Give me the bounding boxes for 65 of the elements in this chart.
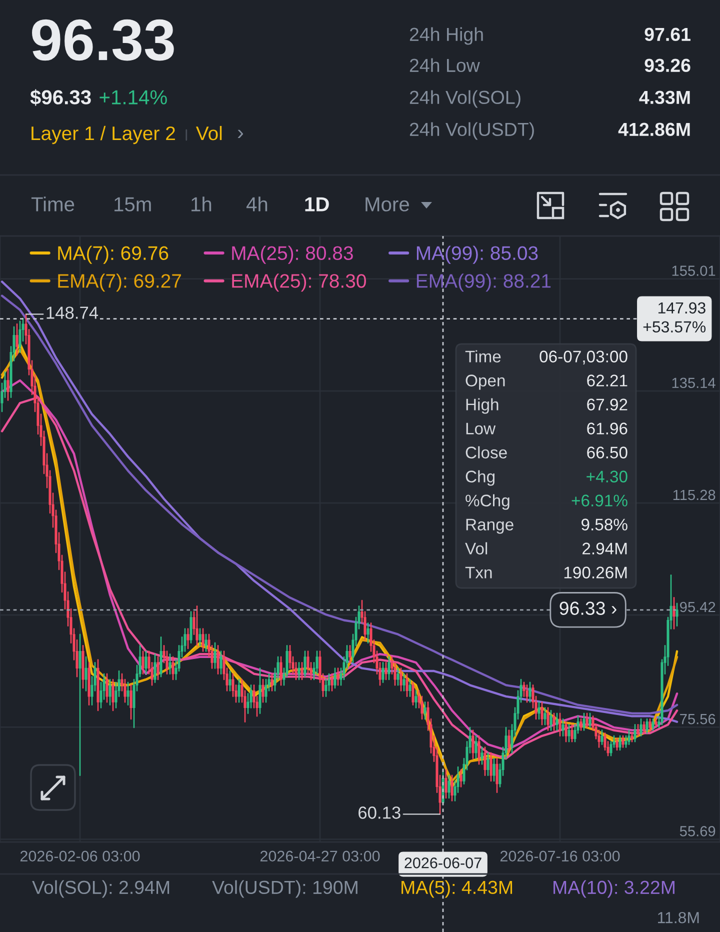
ref-line-label: 2026-06-07: [404, 858, 482, 868]
text: 97.61: [644, 28, 690, 42]
text: MA(5): 4.43M: [402, 880, 512, 898]
annotation: High: [466, 398, 498, 414]
annotation: Open: [466, 374, 505, 390]
annotation: Vol: [465, 542, 488, 554]
annotation: 06-07,03:00: [540, 350, 628, 364]
annotation: 190.26M: [564, 566, 627, 578]
text: 24h Low: [410, 58, 480, 72]
text: Layer 1 / Layer 2: [32, 126, 175, 144]
y-tick-label: 155.01: [672, 266, 716, 276]
text: 412.86M: [618, 122, 690, 136]
annotation: 148.74: [46, 306, 98, 319]
annotation: Low: [466, 422, 496, 434]
annotation: Txn: [465, 566, 492, 578]
legend-label: MA(7): 69.76: [58, 246, 168, 264]
annotation: Chg: [466, 470, 494, 486]
y-tick-label: 75.56: [680, 714, 716, 724]
text: 24h Vol(SOL): [410, 90, 520, 108]
annotation: Time: [465, 350, 501, 362]
x-tick-label: 2026-02-06 03:00: [20, 850, 140, 862]
legend-label: EMA(7): 69.27: [58, 274, 181, 292]
text: 24h High: [410, 27, 483, 45]
legend-label: MA(99): 85.03: [416, 246, 538, 264]
text: 93.26: [644, 58, 690, 72]
legend-label: EMA(99): 88.21: [416, 274, 551, 292]
ref-line-label: 96.33 ›: [560, 602, 616, 615]
y-tick-label: 55.69: [680, 826, 716, 836]
text: ›: [238, 130, 244, 138]
annotation: 9.58%: [582, 518, 628, 530]
legend-label: EMA(25): 78.30: [232, 274, 366, 292]
text: 24h Vol(USDT): [410, 122, 534, 140]
text: Time: [31, 196, 74, 212]
y-tick-label: 115.28: [673, 490, 716, 500]
annotation: 61.96: [587, 422, 628, 434]
annotation: 2.94M: [582, 542, 627, 554]
text: Vol(USDT): 190M: [212, 880, 358, 898]
annotation: 66.50: [587, 446, 628, 458]
text: $96.33: [30, 89, 91, 106]
text: 15m: [114, 197, 151, 212]
legend-label: MA(25): 80.83: [232, 246, 353, 264]
text: 11.8M: [658, 912, 699, 924]
text: 96.33: [32, 19, 174, 61]
annotation: +6.91%: [572, 494, 628, 506]
annotation: %Chg: [466, 494, 510, 510]
text: 1D: [305, 197, 329, 212]
annotation: 60.13: [358, 806, 400, 819]
text: More: [366, 197, 409, 212]
ref-line-label: 147.93 +53.57%: [643, 302, 706, 333]
text: 1h: [192, 196, 212, 212]
annotation: Close: [466, 446, 507, 458]
text: +1.14%: [100, 90, 167, 104]
text: 4.33M: [639, 90, 690, 104]
annotation: 67.92: [587, 398, 628, 410]
text: 4h: [246, 196, 268, 212]
text: Vol(SOL): 2.94M: [32, 880, 170, 898]
annotation: Range: [466, 518, 514, 534]
y-tick-label: 95.42: [680, 602, 716, 612]
x-tick-label: 2026-04-27 03:00: [260, 850, 380, 862]
y-tick-label: 135.14: [672, 378, 716, 388]
text: MA(10): 3.22M: [554, 880, 674, 898]
x-tick-label: 2026-07-16 03:00: [500, 850, 620, 862]
annotation: 62.21: [587, 374, 628, 386]
text: Vol: [196, 126, 222, 140]
annotation: +4.30: [586, 470, 628, 482]
